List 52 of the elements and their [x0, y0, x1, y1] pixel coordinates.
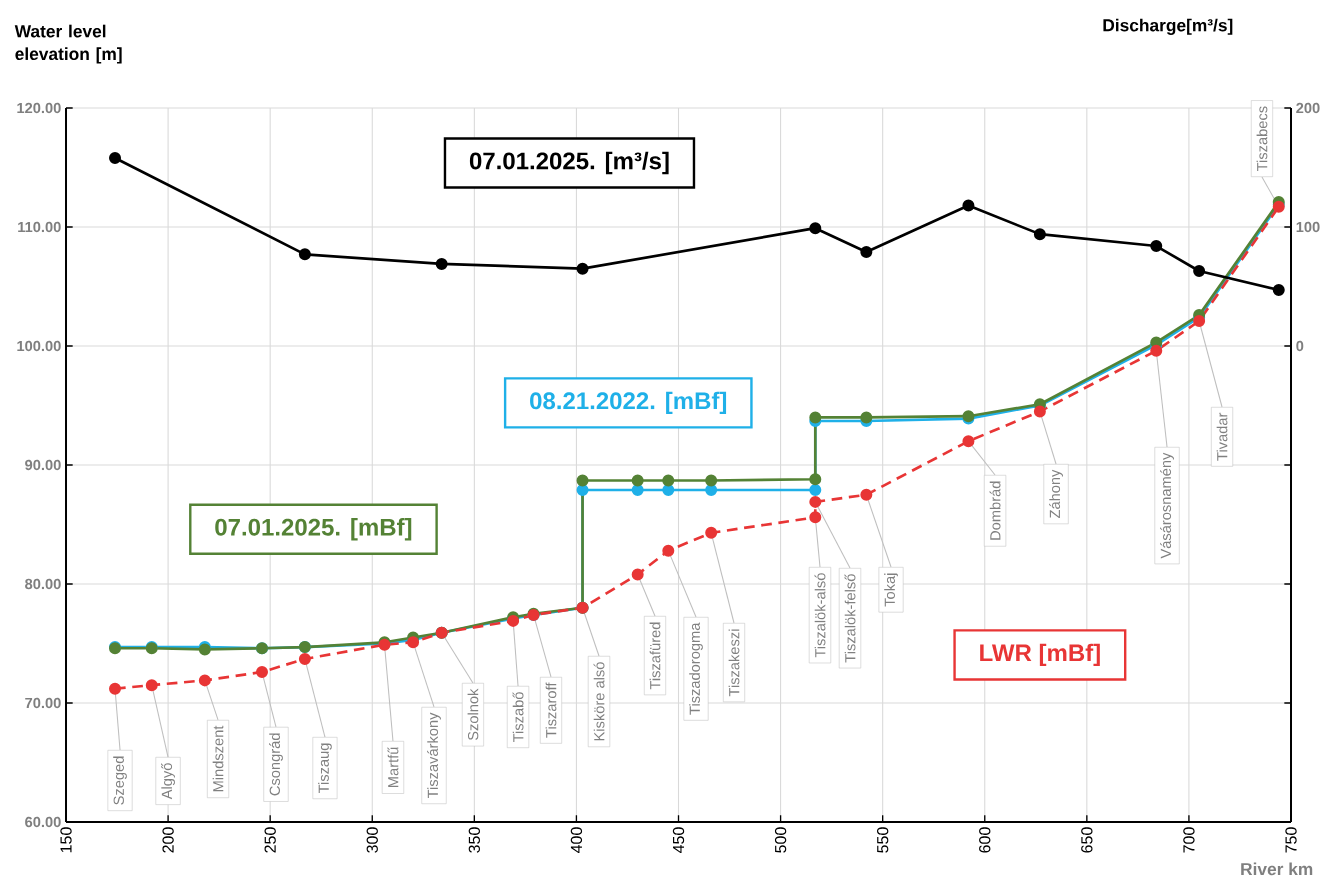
annotation: Dombrád — [989, 481, 1001, 540]
text: 07.01.2025. [mBf] — [215, 518, 412, 541]
text: 07.01.2025. [m³/s] — [469, 151, 669, 175]
x-tick-label: 350 — [468, 827, 480, 853]
annotation: Tokaj — [884, 573, 898, 607]
y2-tick-label: 100 — [1296, 221, 1320, 233]
annotation: Tiszalök-felső — [844, 574, 856, 663]
y2-axis-title: Discharge[m³/s] — [1103, 18, 1233, 35]
annotation: Záhony — [1049, 469, 1063, 519]
x-tick-label: 400 — [570, 827, 583, 854]
annotation: Tiszadorogma — [689, 622, 703, 715]
y-tick-label: 70.00 — [25, 697, 61, 709]
annotation: Tivadar — [1216, 412, 1228, 461]
x-tick-label: 150 — [60, 827, 72, 853]
x-tick-label: 550 — [877, 827, 889, 853]
x-tick-label: 600 — [979, 827, 991, 853]
annotation: Tiszakeszi — [728, 629, 740, 697]
annotation: Martfű — [387, 747, 399, 787]
annotation: Tiszavárkony — [427, 712, 441, 799]
annotation: Algyő — [161, 763, 175, 800]
annotation: Tiszabecs — [1256, 106, 1268, 172]
y-tick-label: 90.00 — [25, 459, 61, 471]
annotation: Tiszalök-alsó — [814, 573, 826, 658]
x-tick-label: 650 — [1081, 827, 1093, 853]
x-tick-label: 500 — [774, 827, 787, 853]
y-tick-label: 80.00 — [25, 578, 61, 590]
x-tick-label: 200 — [162, 827, 174, 853]
text: LWR [mBf] — [980, 643, 1100, 667]
annotation: Tiszaroff — [545, 682, 557, 738]
y-tick-label: 120.00 — [17, 102, 61, 114]
x-tick-label: 250 — [264, 827, 276, 853]
annotation: Tiszafüred — [649, 622, 661, 690]
y-tick-label: 100.00 — [17, 340, 61, 352]
y2-tick-label: 200 — [1296, 102, 1320, 114]
annotation: Tiszaug — [318, 743, 332, 794]
text: 08.21.2022. [mBf] — [530, 391, 727, 415]
annotation: Vásárosnamény — [1160, 452, 1174, 559]
x-tick-label: 300 — [366, 827, 378, 853]
y-tick-label: 110.00 — [18, 221, 61, 233]
annotation: Tiszabő — [512, 692, 524, 743]
annotation: Kisköre alsó — [593, 662, 605, 741]
annotation: Szolnok — [467, 688, 479, 741]
annotation: Csongrád — [269, 733, 283, 796]
y-tick-label: 60.00 — [25, 816, 61, 828]
x-tick-label: 700 — [1183, 827, 1195, 853]
x-tick-label: 450 — [672, 827, 685, 854]
annotation: Szeged — [113, 756, 127, 805]
y-axis-title: Water level elevation [m] — [14, 24, 122, 64]
y2-tick-label: 0 — [1296, 340, 1304, 352]
x-axis-title: River km — [1241, 862, 1313, 876]
x-tick-label: 750 — [1285, 827, 1297, 853]
annotation: Mindszent — [212, 725, 224, 792]
